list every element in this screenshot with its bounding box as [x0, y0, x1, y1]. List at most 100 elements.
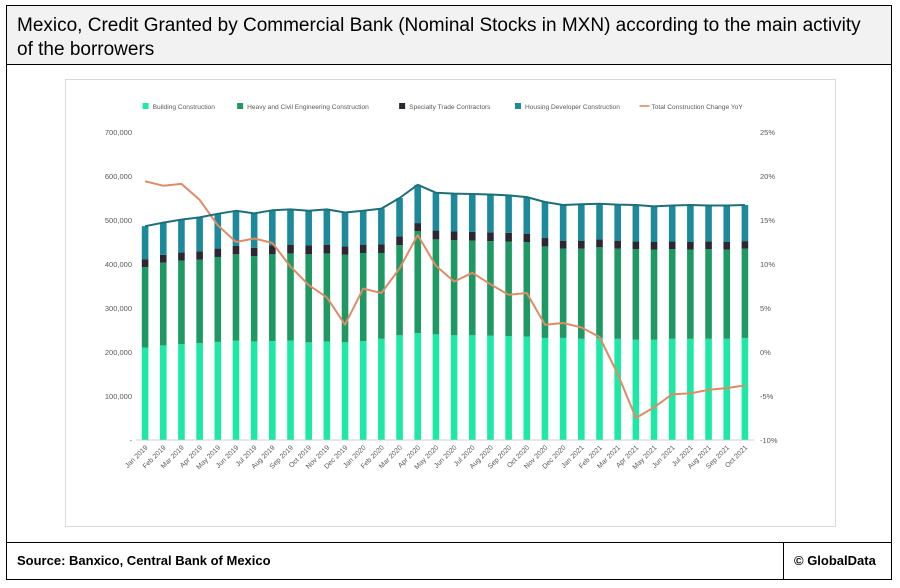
bar-heavy_civil	[414, 231, 422, 334]
bar-building	[287, 340, 294, 440]
footer-divider	[783, 543, 784, 580]
y-left-tick-label: -	[130, 436, 133, 445]
bar-housing	[632, 205, 640, 242]
bar-building	[596, 337, 603, 440]
bar-housing	[432, 192, 440, 231]
bar-building	[178, 344, 185, 440]
legend-label-heavy_civil: Heavy and Civil Engineering Construction	[247, 104, 369, 111]
y-left-tick-label: 700,000	[105, 128, 132, 137]
bar-specialty	[596, 239, 603, 248]
bar-housing	[232, 210, 240, 246]
y-left-tick-label: 100,000	[105, 392, 132, 401]
bar-heavy_civil	[359, 253, 367, 341]
y-right-tick-label: 25%	[760, 128, 775, 137]
legend-swatch-heavy_civil	[237, 103, 244, 109]
bar-specialty	[232, 245, 240, 255]
bar-building	[359, 341, 367, 440]
page-title: Mexico, Credit Granted by Commercial Ban…	[17, 15, 861, 60]
bar-housing	[159, 222, 167, 255]
credit-note: © GlobalData	[794, 553, 876, 568]
bar-specialty	[269, 245, 276, 255]
bar-housing	[687, 205, 694, 242]
bar-heavy_civil	[505, 241, 512, 337]
bar-housing	[269, 210, 276, 246]
y-left-tick-label: 400,000	[105, 260, 132, 269]
bar-specialty	[450, 231, 458, 241]
bar-building	[232, 340, 240, 440]
bar-building	[396, 335, 403, 440]
bar-specialty	[523, 233, 531, 242]
y-left-tick-label: 500,000	[105, 216, 132, 225]
bar-building	[269, 341, 276, 440]
y-left-tick-label: 600,000	[105, 172, 132, 181]
bar-heavy_civil	[450, 240, 458, 336]
source-note: Source: Banxico, Central Bank of Mexico	[17, 553, 271, 568]
y-right-tick-label: 10%	[760, 260, 775, 269]
chart-svg: - 100,000 200,000 300,000 400,000 500,000 600,…	[105, 103, 778, 471]
bar-housing	[596, 203, 603, 240]
y-right-tick-label: -10%	[760, 436, 778, 445]
bar-heavy_civil	[596, 247, 603, 338]
bar-housing	[450, 193, 458, 232]
legend-label-specialty: Specialty Trade Contractors	[409, 104, 491, 111]
bar-specialty	[632, 241, 640, 250]
bar-heavy_civil	[287, 253, 294, 341]
bar-heavy_civil	[541, 246, 549, 338]
bar-specialty	[287, 244, 294, 254]
title-bar: Mexico, Credit Granted by Commercial Ban…	[7, 6, 891, 65]
bar-housing	[723, 205, 731, 242]
bar-housing	[468, 194, 476, 232]
bar-housing	[287, 209, 294, 245]
bar-housing	[578, 204, 585, 241]
bar-housing	[705, 205, 712, 242]
bar-building	[523, 336, 531, 440]
bar-building	[378, 338, 385, 440]
legend-swatch-housing	[514, 103, 521, 109]
bar-specialty	[396, 236, 403, 246]
bar-heavy_civil	[269, 254, 276, 341]
y-right-tick-label: 15%	[760, 216, 775, 225]
y-right-tick-label: 20%	[760, 172, 775, 181]
bar-heavy_civil	[396, 245, 403, 336]
legend-label-yoy: Total Construction Change YoY	[651, 104, 743, 111]
bar-housing	[378, 208, 385, 245]
bar-building	[741, 337, 749, 440]
bar-building	[505, 336, 512, 440]
y-left-tick-label: 200,000	[105, 348, 132, 357]
bar-specialty	[414, 223, 422, 231]
line-total	[144, 183, 745, 228]
bar-building	[614, 338, 621, 440]
bar-housing	[250, 213, 258, 248]
bar-specialty	[178, 252, 185, 261]
bar-building	[141, 347, 149, 440]
bar-building	[650, 339, 658, 440]
bar-specialty	[341, 246, 349, 255]
bar-housing	[541, 201, 549, 239]
bar-specialty	[323, 244, 331, 254]
y-left-tick-label: 300,000	[105, 304, 132, 313]
bar-building	[723, 338, 731, 440]
bar-housing	[396, 198, 403, 237]
y-right-tick-label: -5%	[760, 392, 774, 401]
bar-housing	[359, 210, 367, 245]
bar-heavy_civil	[378, 253, 385, 339]
bar-heavy_civil	[650, 249, 658, 340]
bar-housing	[305, 210, 312, 246]
bar-specialty	[650, 242, 658, 250]
bar-building	[668, 338, 676, 440]
bar-building	[323, 341, 331, 440]
bar-heavy_civil	[723, 249, 731, 339]
bar-specialty	[668, 241, 676, 250]
bar-housing	[196, 217, 203, 252]
bar-specialty	[305, 245, 312, 255]
bar-housing	[650, 206, 658, 242]
bar-building	[487, 335, 494, 440]
figure-frame: Mexico, Credit Granted by Commercial Ban…	[6, 5, 892, 580]
bar-heavy_civil	[196, 259, 203, 344]
bar-building	[341, 342, 349, 440]
bar-specialty	[250, 247, 258, 257]
bar-specialty	[214, 248, 222, 257]
bar-specialty	[505, 232, 512, 242]
bar-housing	[214, 213, 222, 249]
footer: Source: Banxico, Central Bank of Mexico …	[7, 542, 891, 580]
